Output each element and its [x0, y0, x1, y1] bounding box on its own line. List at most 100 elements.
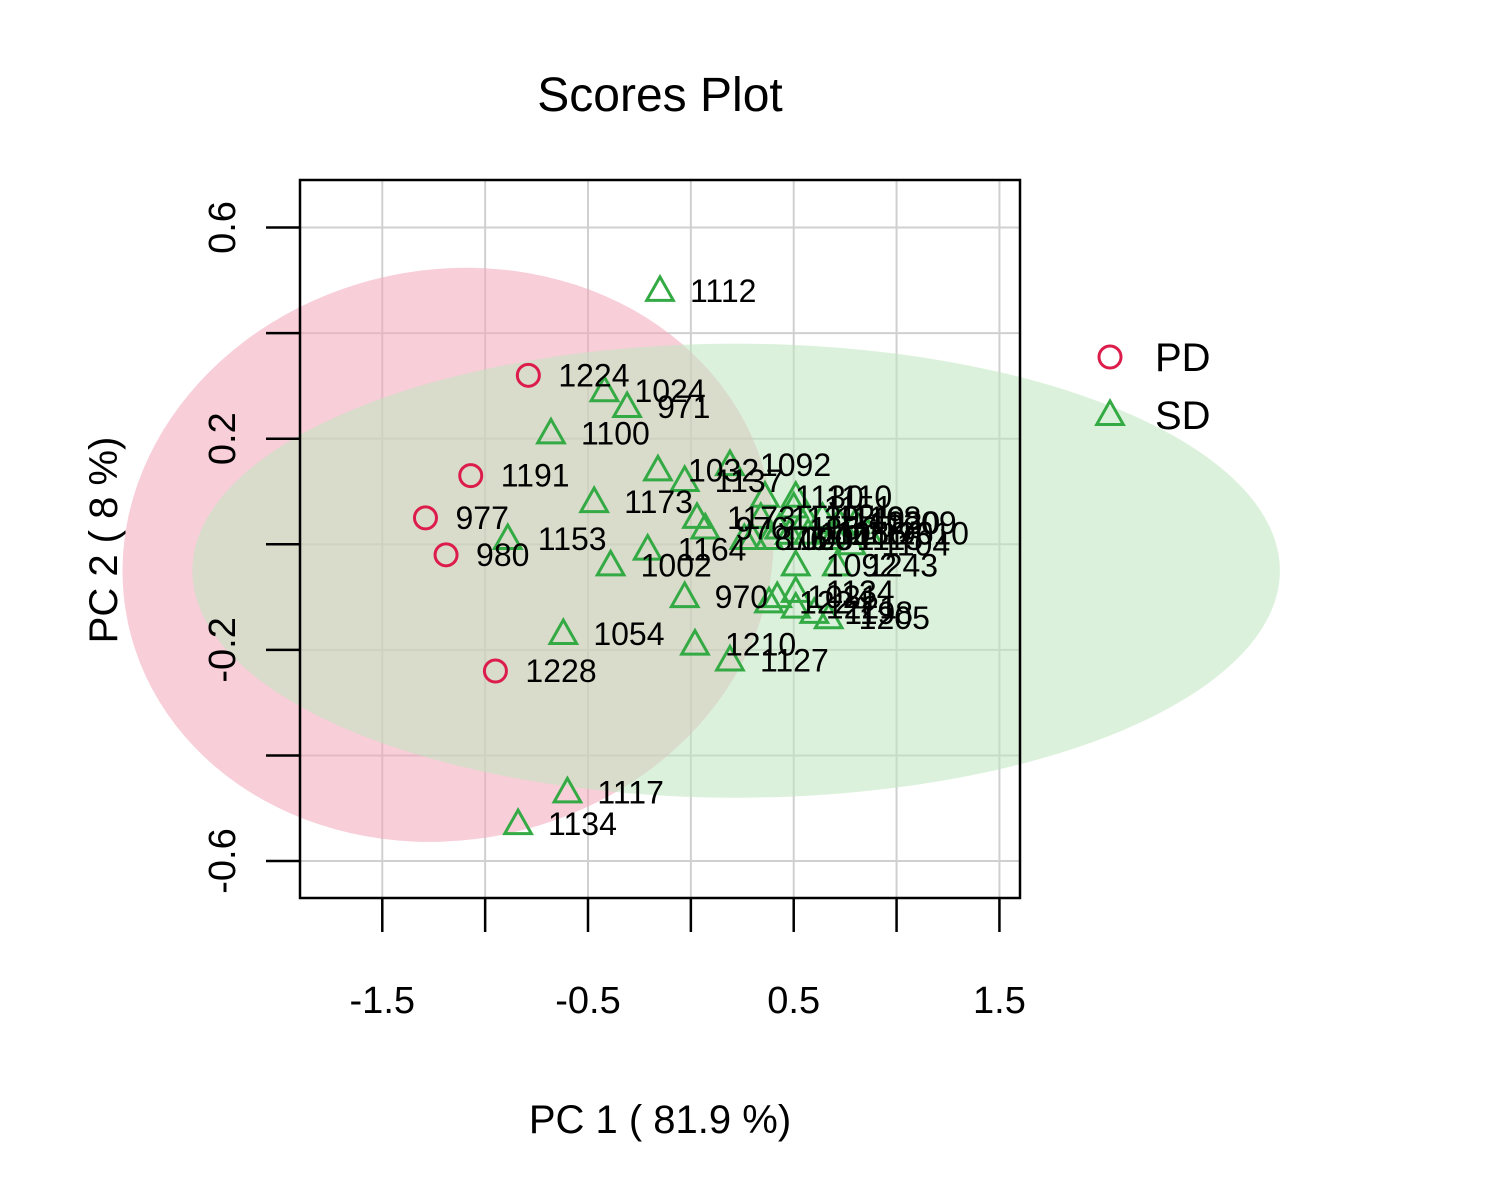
point-label: 1173	[624, 484, 693, 520]
point-sd	[714, 448, 746, 477]
point-label: 1134	[826, 574, 895, 610]
point-label: 977	[455, 500, 508, 536]
point-label: 1110	[826, 479, 892, 515]
point-label: 1224	[558, 357, 629, 393]
point-pd	[515, 362, 541, 388]
point-sd	[810, 521, 843, 551]
point-sd	[642, 453, 674, 482]
point-sd	[668, 580, 701, 609]
point-label: 1092	[760, 447, 831, 483]
point-sd	[773, 516, 806, 545]
point-label: 1209	[885, 505, 956, 541]
point-sd	[812, 601, 845, 630]
point-sd	[749, 479, 781, 508]
x-tick-label: -0.5	[555, 980, 620, 1022]
point-label: 1032	[688, 452, 759, 488]
point-sd	[798, 595, 831, 624]
point-label: 1139	[791, 500, 860, 536]
point-sd	[714, 643, 746, 672]
point-sd	[790, 500, 822, 529]
legend-label-sd: SD	[1155, 394, 1211, 438]
point-sd	[851, 516, 884, 545]
point-label: 1196	[865, 516, 934, 552]
point-label: 1153	[538, 521, 607, 557]
point-sd	[818, 516, 851, 545]
point-label: 1149	[836, 500, 905, 536]
point-label: 1127	[760, 642, 829, 678]
point-sd	[779, 574, 812, 603]
point-sd	[668, 463, 701, 492]
point-sd	[736, 521, 769, 551]
point-sd	[547, 616, 580, 646]
point-label: 1134	[548, 806, 617, 842]
point-label: 1021	[807, 579, 878, 615]
confidence-ellipses	[122, 267, 1280, 842]
point-label: 976	[735, 510, 788, 546]
point-label: 1092	[826, 547, 897, 583]
point-sd	[551, 775, 584, 804]
point-sd	[535, 416, 567, 445]
point-sd	[777, 490, 810, 519]
point-label: 1054	[593, 616, 664, 652]
point-label: 1173	[727, 500, 796, 536]
x-tick-label: 1.5	[973, 980, 1026, 1022]
point-sd	[631, 532, 664, 561]
point-label: 1186	[838, 516, 907, 552]
point-pd	[458, 463, 484, 489]
point-label: 1130	[795, 479, 864, 515]
point-label: 1210	[725, 627, 796, 663]
x-tick-label: 0.5	[767, 980, 820, 1022]
point-label: 1221	[826, 590, 897, 626]
point-pd	[412, 505, 438, 531]
point-label: 1164	[678, 532, 747, 568]
point-label: 1024	[634, 373, 705, 409]
point-sd	[823, 506, 855, 535]
point-label: 1000	[783, 521, 854, 557]
point-label: 971	[657, 389, 710, 425]
point-sd	[821, 548, 853, 577]
x-axis: -1.5 -0.5 0.5 1.5	[350, 898, 1026, 1022]
point-label: 970	[715, 579, 768, 615]
point-pd	[482, 658, 508, 684]
point-sd	[753, 521, 785, 551]
score-points	[412, 273, 884, 836]
point-sd	[578, 484, 611, 514]
point-label: 1198	[844, 595, 913, 631]
point-sd	[594, 548, 627, 577]
ellipse-sd	[192, 343, 1280, 798]
y-tick-label: 0.6	[202, 201, 244, 254]
point-label: 1010	[898, 516, 969, 552]
y-tick-label: 0.2	[202, 412, 244, 465]
point-label: 1168	[853, 500, 922, 536]
point-label: 1104	[881, 526, 950, 562]
y-tick-label: -0.2	[202, 617, 244, 682]
point-sd	[806, 500, 839, 529]
point-label: 980	[476, 537, 529, 573]
legend-marker-sd	[1094, 397, 1126, 427]
point-label: 1117	[597, 774, 663, 810]
point-label: 1228	[525, 653, 596, 689]
y-axis-title: PC 2 ( 8 %)	[82, 437, 126, 644]
legend-marker-pd	[1097, 344, 1123, 370]
point-sd	[502, 807, 534, 836]
point-sd	[753, 585, 785, 614]
point-label: 1137	[715, 463, 784, 499]
point-label: 1112	[690, 273, 756, 309]
point-labels: 1224119197798012281112102497111001092103…	[455, 273, 968, 842]
point-pd	[433, 542, 459, 568]
point-sd	[588, 374, 621, 403]
point-label: 1100	[581, 415, 650, 451]
chart-title: Scores Plot	[537, 69, 782, 122]
point-label: 1151	[824, 489, 893, 525]
legend-label-pd: PD	[1155, 336, 1211, 380]
point-sd	[679, 627, 711, 656]
y-tick-label: -0.6	[202, 828, 244, 893]
plot-frame	[298, 178, 1022, 900]
x-tick-label: -1.5	[350, 980, 415, 1022]
point-sd	[779, 479, 812, 508]
point-label: 1002	[641, 547, 712, 583]
x-axis-title: PC 1 ( 81.9 %)	[529, 1098, 791, 1142]
point-label: 876	[774, 521, 827, 557]
point-sd	[761, 580, 794, 609]
